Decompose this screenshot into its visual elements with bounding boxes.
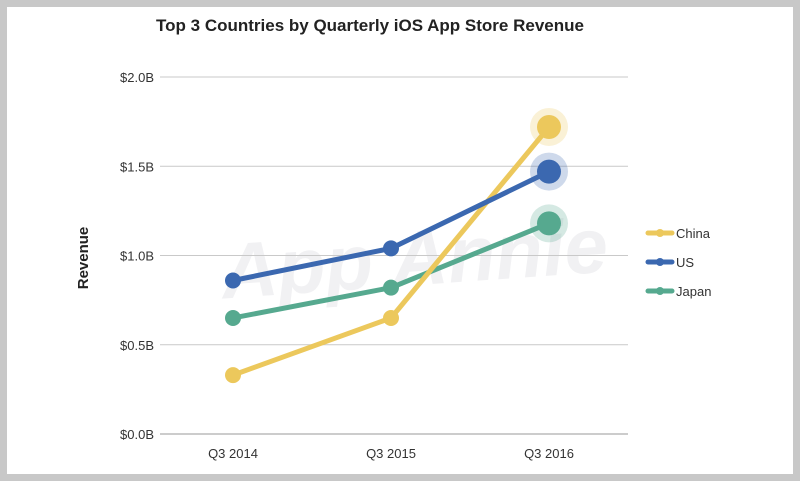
data-point <box>537 114 561 139</box>
legend-item-japan: Japan <box>645 284 711 299</box>
legend-item-china: China <box>645 226 711 241</box>
legend-label: China <box>676 226 711 241</box>
legend: China US Japan <box>645 226 711 299</box>
y-tick-label: $0.0B <box>120 427 154 442</box>
x-axis-ticks: Q3 2014 Q3 2015 Q3 2016 <box>208 446 574 461</box>
data-point <box>225 272 241 289</box>
data-point <box>225 367 241 384</box>
series-japan <box>225 204 568 326</box>
legend-marker <box>656 258 664 266</box>
chart-title: Top 3 Countries by Quarterly iOS App Sto… <box>156 16 584 35</box>
legend-marker <box>656 229 664 237</box>
legend-item-us: US <box>645 255 694 270</box>
legend-label: US <box>676 255 694 270</box>
data-point <box>537 211 561 236</box>
data-point <box>225 309 241 326</box>
series-layer <box>225 107 568 384</box>
series-china <box>225 107 568 384</box>
y-axis-ticks: $0.0B $0.5B $1.0B $1.5B $2.0B <box>120 70 154 442</box>
x-tick-label: Q3 2015 <box>366 446 416 461</box>
legend-label: Japan <box>676 284 711 299</box>
data-point <box>537 159 561 184</box>
data-point <box>383 240 399 257</box>
data-point <box>383 279 399 296</box>
legend-marker <box>656 287 664 295</box>
y-axis-label: Revenue <box>75 227 92 290</box>
x-tick-label: Q3 2016 <box>524 446 574 461</box>
y-tick-label: $1.5B <box>120 159 154 174</box>
x-tick-label: Q3 2014 <box>208 446 258 461</box>
y-tick-label: $0.5B <box>120 338 154 353</box>
y-tick-label: $1.0B <box>120 249 154 264</box>
y-tick-label: $2.0B <box>120 70 154 85</box>
series-us <box>225 152 568 289</box>
data-point <box>383 309 399 326</box>
